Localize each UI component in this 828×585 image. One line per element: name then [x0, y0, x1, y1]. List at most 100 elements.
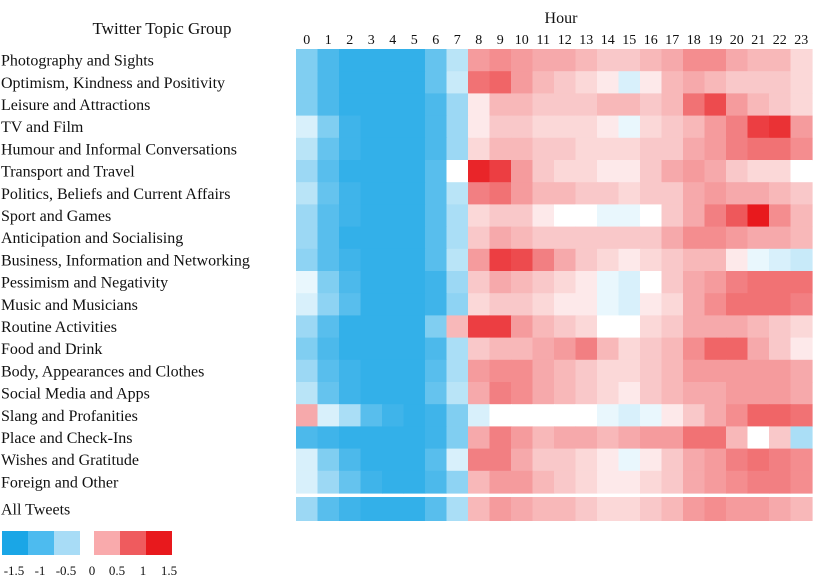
heatmap-cell [511, 49, 534, 72]
heatmap-cell [532, 137, 555, 161]
heatmap-cell [640, 248, 663, 272]
heatmap-cell [618, 226, 641, 250]
heatmap-cell [511, 382, 534, 405]
heatmap-cell [425, 182, 448, 205]
heatmap-cell [339, 204, 362, 228]
summary-cell [769, 497, 792, 521]
heatmap-cell [704, 448, 727, 472]
heatmap-cell [554, 337, 577, 361]
heatmap-cell [360, 160, 383, 183]
row-label: Music and Musicians [1, 297, 138, 314]
heatmap-cell [597, 293, 620, 316]
heatmap-cell [769, 49, 792, 72]
heatmap-cell [511, 426, 534, 450]
heatmap-cell [554, 359, 577, 383]
heatmap-cell [790, 115, 813, 139]
heatmap-cell [382, 204, 405, 228]
summary-cell [468, 497, 491, 521]
row-labels: Photography and Sights Optimism, Kindness… [1, 53, 250, 492]
heatmap-cell [468, 315, 491, 339]
heatmap-cell [640, 470, 663, 494]
heatmap-cell [532, 359, 555, 383]
heatmap-cell [769, 382, 792, 405]
heatmap-cell [339, 404, 362, 427]
heatmap-cell [575, 315, 598, 339]
heatmap-cell [683, 115, 706, 139]
heatmap-cell [339, 337, 362, 361]
row-label: Optimism, Kindness and Positivity [1, 75, 225, 92]
row-label: Foreign and Other [1, 474, 119, 491]
heatmap-cell [468, 337, 491, 361]
heatmap-cell [339, 271, 362, 294]
heatmap-cell [489, 337, 512, 361]
heatmap-cell [532, 448, 555, 472]
heatmap-cell [640, 359, 663, 383]
row-label: Politics, Beliefs and Current Affairs [1, 186, 230, 203]
heatmap-cell [382, 115, 405, 139]
heatmap-cell [618, 115, 641, 139]
heatmap-cell [317, 337, 340, 361]
heatmap-cell [747, 137, 770, 161]
heatmap-cell [790, 93, 813, 117]
heatmap-cell [489, 470, 512, 494]
heatmap-cell [575, 204, 598, 228]
heatmap-cell [425, 337, 448, 361]
heatmap-cell [704, 337, 727, 361]
hour-label: 16 [644, 33, 658, 48]
heatmap-cell [726, 293, 749, 316]
legend-label: 0 [89, 563, 96, 578]
heatmap-cell [360, 71, 383, 94]
summary-cell [683, 497, 706, 521]
heatmap-cell [382, 160, 405, 183]
heatmap-cell [446, 248, 469, 272]
heatmap-cell [661, 426, 684, 450]
heatmap-cell [704, 182, 727, 205]
heatmap-cell [704, 93, 727, 117]
hour-label: 10 [515, 33, 529, 48]
heatmap-cell [403, 426, 426, 450]
heatmap-cell [317, 204, 340, 228]
heatmap-cell [597, 404, 620, 427]
heatmap-cell [597, 448, 620, 472]
heatmap-cell [511, 137, 534, 161]
heatmap-cell [296, 382, 319, 405]
heatmap-cell [425, 115, 448, 139]
heatmap-cell [511, 337, 534, 361]
heatmap-cell [296, 315, 319, 339]
heatmap-cell [726, 426, 749, 450]
heatmap-cell [704, 315, 727, 339]
heatmap-cell [511, 470, 534, 494]
heatmap-cell [339, 426, 362, 450]
hour-label: 7 [454, 33, 461, 48]
heatmap-cell [360, 470, 383, 494]
heatmap-cell [790, 182, 813, 205]
heatmap-cell [747, 448, 770, 472]
heatmap-cell [618, 182, 641, 205]
heatmap-cell [403, 271, 426, 294]
heatmap-cell [489, 226, 512, 250]
heatmap-cell [726, 49, 749, 72]
heatmap-cell [554, 470, 577, 494]
row-label: Business, Information and Networking [1, 252, 250, 269]
heatmap-cell [683, 315, 706, 339]
heatmap-cell [575, 248, 598, 272]
heatmap-cell [704, 160, 727, 183]
heatmap-cell [790, 71, 813, 94]
heatmap-cell [425, 226, 448, 250]
heatmap-cell [317, 182, 340, 205]
legend-label: 1 [140, 563, 147, 578]
heatmap-cell [747, 382, 770, 405]
heatmap-cell [747, 337, 770, 361]
heatmap-cell [575, 404, 598, 427]
heatmap-cell [489, 382, 512, 405]
heatmap-cell [640, 382, 663, 405]
heatmap-cell [554, 404, 577, 427]
heatmap-cell [769, 71, 792, 94]
heatmap-cell [360, 248, 383, 272]
heatmap-cell [511, 204, 534, 228]
row-label: Routine Activities [1, 319, 117, 336]
summary-cell [317, 497, 340, 521]
heatmap-cell [790, 49, 813, 72]
heatmap-cell [618, 315, 641, 339]
summary-cell [554, 497, 577, 521]
